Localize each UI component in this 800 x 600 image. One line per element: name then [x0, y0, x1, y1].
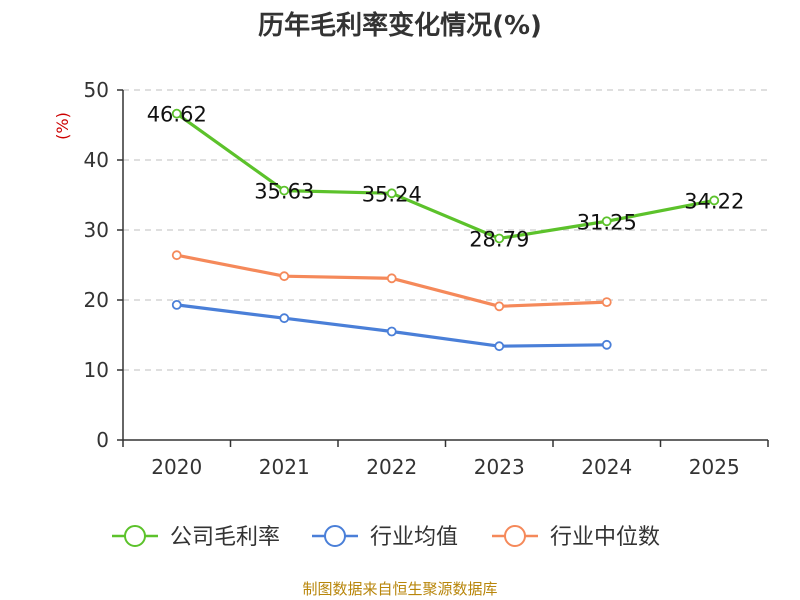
- data-label: 46.62: [147, 103, 207, 127]
- y-tick-label: 30: [84, 218, 109, 242]
- axes: 0 10 20 30 40 50 2020 2021 2022 2023 2024 2025: [84, 78, 769, 479]
- legend-item[interactable]: 行业均值: [312, 525, 458, 550]
- legend-circle-marker: [504, 525, 526, 547]
- data-point[interactable]: [601, 297, 612, 308]
- data-point[interactable]: [494, 341, 505, 352]
- legend-item[interactable]: 公司毛利率: [112, 525, 280, 550]
- legend[interactable]: 公司毛利率 行业均值 行业中位数: [112, 525, 660, 550]
- data-point[interactable]: [279, 185, 290, 196]
- source-note: 制图数据来自恒生聚源数据库: [302, 580, 497, 598]
- x-tick-label: 2021: [259, 455, 310, 479]
- data-point[interactable]: [171, 250, 182, 261]
- chart-title: 历年毛利率变化情况(%): [258, 10, 542, 41]
- x-tick-label: 2020: [151, 455, 202, 479]
- data-point[interactable]: [279, 271, 290, 282]
- series-line: [175, 112, 716, 241]
- y-tick-label: 10: [84, 358, 109, 382]
- data-point[interactable]: [386, 273, 397, 284]
- data-point[interactable]: [279, 313, 290, 324]
- y-tick-label: 0: [96, 428, 109, 452]
- data-label: 28.79: [469, 227, 529, 251]
- grid-lines: [123, 89, 768, 371]
- x-tick-label: 2025: [689, 455, 740, 479]
- series-line: [175, 303, 609, 348]
- legend-label: 行业均值: [370, 525, 458, 550]
- data-point[interactable]: [494, 301, 505, 312]
- y-axis-unit-label: (%): [53, 112, 72, 140]
- data-point[interactable]: [386, 188, 397, 199]
- data-point[interactable]: [171, 299, 182, 310]
- data-point[interactable]: [709, 195, 720, 206]
- data-point[interactable]: [171, 108, 182, 119]
- data-labels: 46.62 35.63 35.24 28.79 31.25 34.22: [147, 103, 745, 252]
- legend-circle-marker: [324, 525, 346, 547]
- data-label: 34.22: [684, 189, 744, 213]
- data-label: 35.63: [254, 180, 314, 204]
- legend-item[interactable]: 行业中位数: [492, 525, 660, 550]
- data-point[interactable]: [601, 216, 612, 227]
- y-tick-label: 20: [84, 288, 109, 312]
- legend-label: 公司毛利率: [170, 525, 280, 550]
- x-tick-label: 2022: [366, 455, 417, 479]
- data-label: 31.25: [577, 210, 637, 234]
- legend-circle-marker: [124, 525, 146, 547]
- y-tick-label: 50: [84, 78, 109, 102]
- data-label: 35.24: [362, 182, 422, 206]
- data-point[interactable]: [494, 233, 505, 244]
- x-tick-label: 2023: [474, 455, 525, 479]
- x-tick-label: 2024: [581, 455, 632, 479]
- y-tick-label: 40: [84, 148, 109, 172]
- data-point[interactable]: [601, 339, 612, 350]
- series-lines: [171, 108, 720, 352]
- legend-label: 行业中位数: [550, 525, 660, 550]
- data-point[interactable]: [386, 326, 397, 337]
